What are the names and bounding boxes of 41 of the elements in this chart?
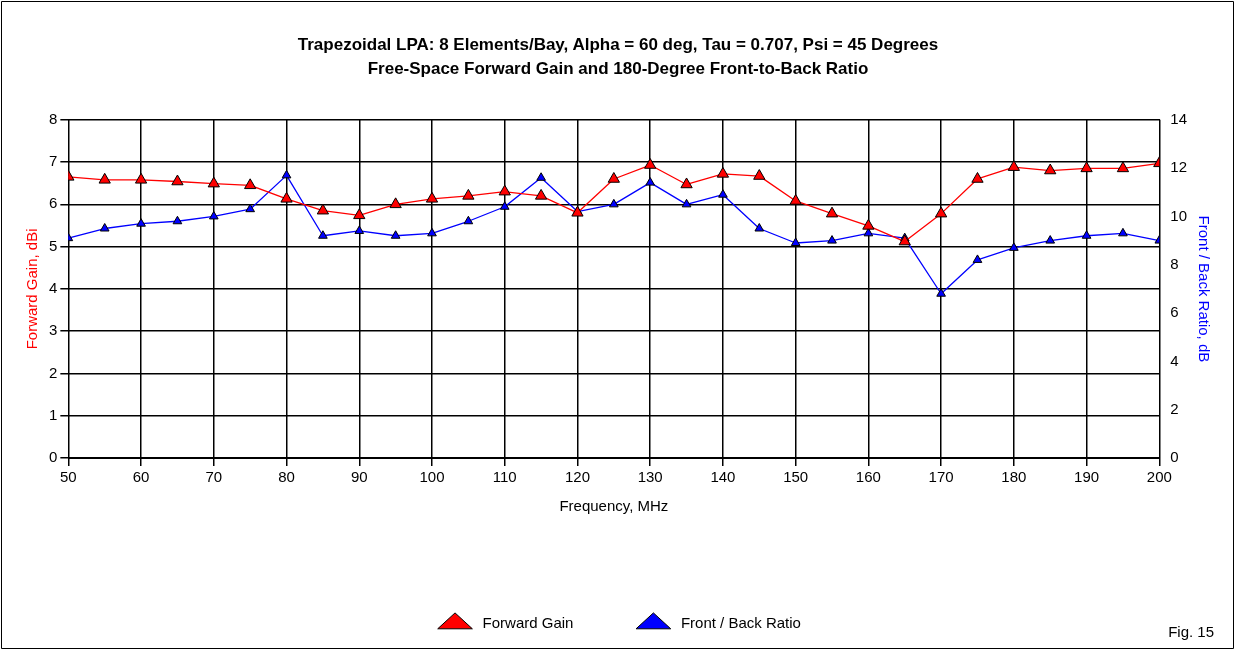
y2-tick-label: 2	[1170, 399, 1179, 417]
x-tick-label: 50	[60, 468, 77, 486]
x-axis-title: Frequency, MHz	[559, 497, 669, 515]
y2-tick-label: 6	[1170, 303, 1179, 321]
legend-label: Front / Back Ratio	[680, 613, 801, 631]
x-tick-label: 200	[1146, 468, 1172, 486]
x-tick-label: 160	[855, 468, 881, 486]
y2-tick-label: 8	[1170, 254, 1179, 272]
x-tick-label: 150	[783, 468, 809, 486]
y2-axis-title: Front / Back Ratio, dB	[1195, 215, 1213, 363]
y-tick-label: 5	[49, 236, 58, 254]
x-tick-label: 70	[205, 468, 223, 486]
y-tick-label: 7	[49, 152, 58, 170]
x-tick-label: 120	[564, 468, 590, 486]
x-tick-label: 180	[1001, 468, 1027, 486]
y2-tick-label: 0	[1170, 448, 1179, 466]
x-tick-label: 140	[710, 468, 736, 486]
caption: Fig. 15	[1168, 622, 1214, 640]
x-tick-label: 170	[928, 468, 954, 486]
x-tick-label: 100	[419, 468, 445, 486]
y-tick-label: 6	[49, 194, 58, 212]
x-tick-label: 130	[637, 468, 663, 486]
y-tick-label: 8	[49, 109, 58, 127]
x-tick-label: 80	[278, 468, 295, 486]
y-tick-label: 2	[49, 363, 58, 381]
x-tick-label: 90	[350, 468, 368, 486]
legend-label: Forward Gain	[482, 613, 574, 631]
y2-tick-label: 14	[1170, 109, 1187, 127]
chart-title: Trapezoidal LPA: 8 Elements/Bay, Alpha = 60 deg, Tau = 0.707, Psi = 45 Degrees	[297, 34, 939, 54]
x-tick-label: 60	[132, 468, 150, 486]
x-tick-label: 190	[1074, 468, 1100, 486]
y2-tick-label: 4	[1170, 351, 1179, 369]
y-tick-label: 3	[49, 321, 58, 339]
y2-tick-label: 12	[1170, 158, 1187, 176]
y-tick-label: 0	[49, 448, 58, 466]
chart-subtitle: Free-Space Forward Gain and 180-Degree Front-to-Back Ratio	[367, 59, 869, 79]
x-tick-label: 110	[492, 468, 517, 486]
y-axis-title: Forward Gain, dBi	[23, 228, 41, 350]
y2-tick-label: 10	[1170, 206, 1187, 224]
y-tick-label: 1	[49, 405, 58, 423]
y-tick-label: 4	[49, 279, 58, 297]
